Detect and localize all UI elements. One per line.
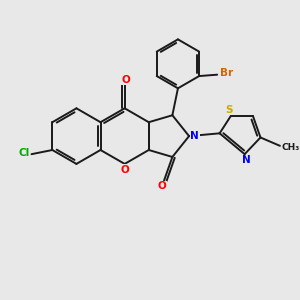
Text: CH₃: CH₃ bbox=[281, 143, 300, 152]
Text: O: O bbox=[122, 75, 130, 85]
Text: Br: Br bbox=[220, 68, 232, 78]
Text: S: S bbox=[226, 105, 233, 115]
Text: O: O bbox=[158, 181, 166, 191]
Text: N: N bbox=[190, 131, 199, 141]
Text: O: O bbox=[120, 165, 129, 175]
Text: Cl: Cl bbox=[18, 148, 29, 158]
Text: N: N bbox=[242, 155, 250, 165]
